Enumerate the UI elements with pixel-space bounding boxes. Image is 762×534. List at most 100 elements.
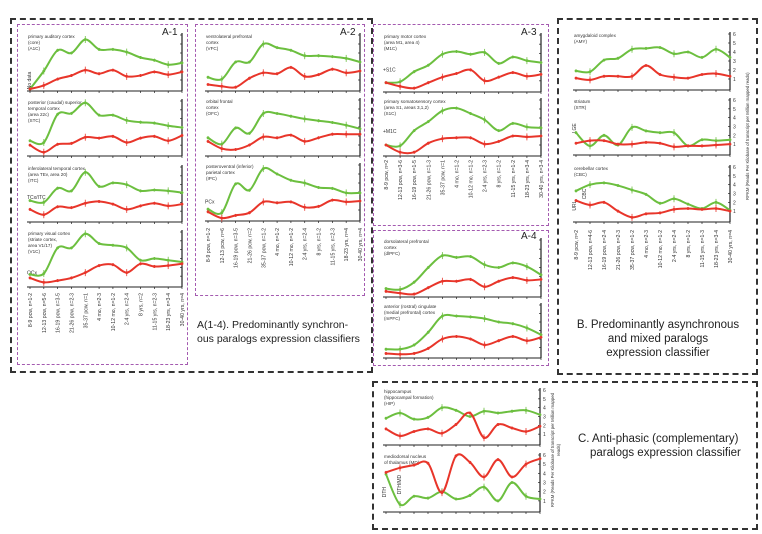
y-tick-label: 1	[543, 432, 546, 438]
data-point-green	[511, 55, 515, 59]
data-point-red	[426, 141, 430, 145]
y-tick-label: 1	[733, 142, 736, 148]
y-tick-label: 5	[733, 107, 736, 113]
data-point-green	[398, 144, 402, 148]
data-point-red	[588, 78, 592, 82]
data-point-red	[166, 264, 170, 267]
region-side-label: +S1C	[383, 67, 396, 73]
data-point-green	[303, 117, 307, 121]
data-point-red	[317, 136, 320, 140]
section-tag-a1: A-1	[162, 27, 178, 38]
data-point-red	[728, 142, 732, 146]
data-point-green	[455, 314, 458, 318]
data-point-green	[275, 172, 279, 176]
data-point-green	[28, 199, 32, 202]
data-point-red	[248, 143, 251, 147]
data-point-green	[358, 60, 362, 64]
chart-hip: 1 2 3 4 5 6 hippocampus(hippocampal formation)…	[383, 388, 546, 447]
data-point-red	[152, 70, 156, 74]
x-tick-label: 11-15 yrs, n=1-2	[511, 160, 517, 198]
y-tick-label: 3	[543, 481, 546, 487]
data-point-green	[497, 266, 501, 269]
data-point-green	[468, 493, 472, 497]
data-point-red	[455, 279, 458, 283]
data-point-green	[83, 232, 87, 236]
data-point-green	[384, 287, 388, 290]
data-point-red	[303, 75, 307, 78]
data-point-red	[511, 335, 515, 338]
y-tick-label: 6	[543, 453, 546, 459]
x-tick-label: 8-9 pcw, n=1-2	[28, 293, 34, 327]
data-point-green	[588, 183, 592, 187]
chart-title-line: (striate cortex,	[28, 237, 57, 242]
x-tick-label: 10-12 mo, n=1-2	[658, 230, 664, 268]
data-point-red	[483, 142, 487, 146]
data-point-red	[525, 74, 529, 78]
chart-title-line: inferolateral temporal cortex	[28, 166, 86, 171]
chart-title-line: (area S1, areas 3,1,2)	[384, 105, 429, 110]
data-point-green	[166, 258, 170, 262]
data-point-green	[344, 57, 348, 60]
data-point-red	[440, 75, 444, 79]
y-tick-label: 1	[733, 209, 736, 215]
data-point-red	[454, 454, 458, 458]
x-tick-label: 4 mo, n=1-2	[275, 228, 281, 256]
data-point-red	[728, 209, 732, 213]
chart-title-line: cortex	[206, 40, 219, 45]
data-point-green	[111, 181, 115, 185]
data-point-red	[496, 458, 500, 461]
data-point-red	[42, 280, 46, 284]
data-point-red	[538, 424, 542, 428]
data-point-green	[248, 131, 251, 135]
x-tick-label: 11-15 yrs, n=2-3	[330, 228, 336, 266]
data-point-green	[317, 186, 320, 189]
data-point-red	[344, 71, 348, 75]
section-a3-frame	[373, 24, 549, 226]
data-point-green	[111, 113, 115, 117]
data-point-green	[483, 118, 487, 122]
data-point-green	[70, 189, 73, 193]
x-tick-label: 12-13 pcw, n=6	[220, 228, 226, 263]
data-point-red	[152, 134, 156, 138]
data-point-red	[426, 346, 430, 350]
chart-title-line: parietal cortex	[206, 170, 236, 175]
data-point-red	[125, 271, 129, 275]
data-point-green	[538, 413, 542, 417]
series-line-red	[207, 132, 360, 151]
data-point-red	[412, 150, 416, 154]
data-point-green	[426, 120, 430, 123]
data-point-green	[496, 411, 500, 415]
chart-title-line: primary motor cortex	[384, 34, 427, 39]
data-point-red	[497, 75, 501, 79]
chart-title-line: amygdaloid complex	[574, 33, 617, 38]
data-point-red	[539, 278, 543, 281]
x-tick-label: 2-4 yrs, n=2-4	[672, 230, 678, 262]
data-point-red	[28, 208, 32, 211]
data-point-red	[672, 145, 676, 149]
data-point-green	[70, 246, 73, 250]
region-side-label: CBC	[582, 188, 588, 199]
chart-title-line: (V1C)	[28, 249, 40, 254]
caption-c-line2: paralogs expression classifier	[590, 447, 741, 459]
data-point-green	[630, 47, 634, 51]
data-point-green	[139, 120, 142, 124]
data-point-green	[384, 347, 388, 351]
data-point-red	[180, 202, 184, 206]
y-tick-label: 5	[543, 462, 546, 468]
y-tick-label: 6	[543, 388, 546, 394]
data-point-red	[358, 132, 362, 136]
data-point-red	[125, 208, 129, 211]
data-point-red	[384, 352, 388, 355]
data-point-green	[525, 125, 529, 129]
data-point-green	[317, 54, 320, 58]
x-tick-label: 12-13 pcw, n=4-6	[588, 230, 594, 270]
data-point-red	[616, 74, 620, 78]
chart-title-line: primary somatosensory cortex	[384, 99, 446, 104]
data-point-red	[454, 423, 458, 426]
y-tick-label: 5	[543, 397, 546, 403]
data-point-red	[686, 207, 690, 210]
series-line-green	[385, 313, 542, 351]
data-point-green	[588, 70, 592, 74]
y-tick-label: 6	[733, 32, 736, 38]
data-point-green	[412, 343, 416, 347]
